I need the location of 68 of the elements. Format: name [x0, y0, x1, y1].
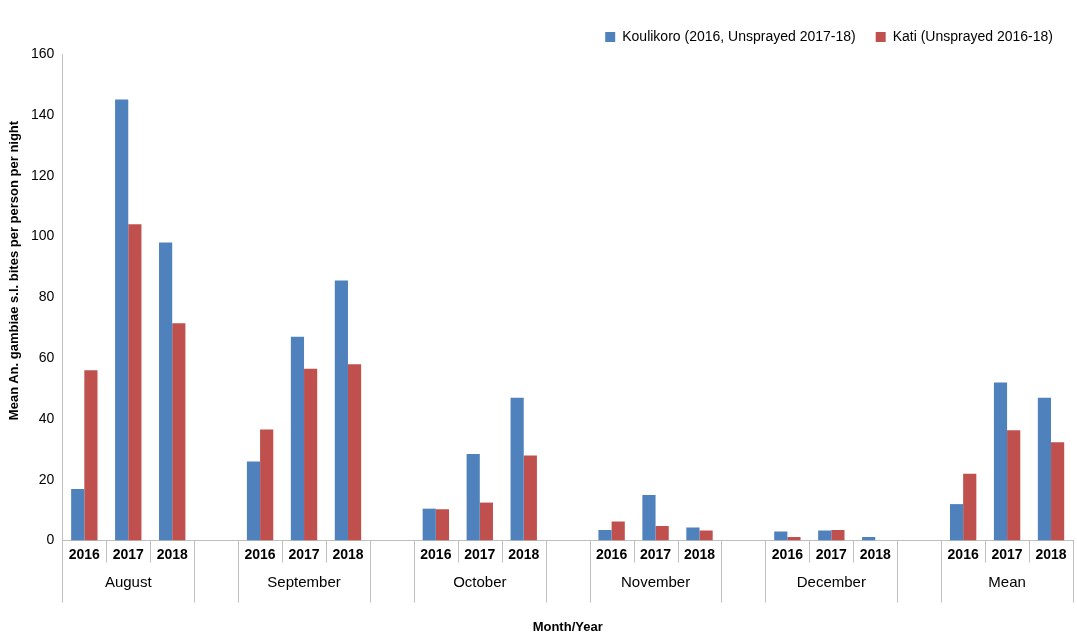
- x-tick-label: 2018: [332, 545, 364, 562]
- bar: [642, 494, 656, 541]
- x-tick-label: 2016: [244, 545, 276, 562]
- bar: [71, 488, 85, 541]
- y-tick-label: 40: [38, 409, 55, 426]
- text: August: [104, 572, 153, 590]
- y-tick-label: 0: [46, 531, 55, 548]
- text: December: [796, 572, 866, 590]
- y-tick-label: 100: [31, 227, 55, 244]
- x-tick-label: 2018: [1035, 545, 1067, 562]
- bar: [993, 382, 1008, 541]
- y-tick-label: 140: [31, 105, 55, 122]
- bar: [435, 509, 450, 541]
- bar: [334, 280, 348, 541]
- text: November: [620, 572, 691, 590]
- x-tick-label: 2017: [815, 545, 848, 562]
- y-tick-label: 80: [38, 288, 55, 305]
- bar: [523, 455, 537, 541]
- x-tick-label: 2017: [288, 545, 320, 562]
- bar: [290, 336, 305, 541]
- x-tick-label: 2018: [683, 545, 716, 562]
- bar: [422, 508, 436, 541]
- bar: [479, 502, 493, 541]
- x-axis-title: Month/Year: [532, 618, 603, 634]
- x-tick-label: 2016: [68, 545, 101, 562]
- x-tick-label: 2018: [508, 545, 540, 562]
- bar: [963, 473, 977, 541]
- bar: [128, 224, 142, 541]
- legend-label: Koulikoro (2016, Unsprayed 2017-18): [622, 27, 856, 44]
- x-tick-label: 2017: [639, 545, 672, 562]
- x-tick-label: 2017: [991, 545, 1023, 562]
- bar: [159, 242, 173, 541]
- bar: [510, 397, 524, 541]
- bar: [1037, 397, 1052, 541]
- y-tick-label: 20: [38, 470, 55, 487]
- bar: [304, 368, 318, 541]
- x-tick-label: 2016: [596, 545, 628, 562]
- legend-label: Kati (Unsprayed 2016-18): [892, 27, 1053, 44]
- bar: [172, 323, 186, 541]
- bar: [260, 429, 274, 541]
- x-tick-label: 2017: [464, 545, 496, 562]
- x-tick-label: 2018: [156, 545, 188, 562]
- bar: [115, 99, 129, 541]
- x-tick-label: 2016: [420, 545, 452, 562]
- bar: [611, 521, 625, 541]
- bar: [1051, 442, 1065, 541]
- x-tick-label: 2017: [112, 545, 145, 562]
- y-tick-label: 160: [31, 44, 55, 61]
- bar: [686, 527, 700, 541]
- x-tick-label: 2018: [859, 545, 892, 562]
- bar: [347, 364, 362, 541]
- y-axis-title: Mean An. gambiae s.l. bites per person per night: [6, 120, 22, 420]
- bar: [246, 461, 261, 541]
- bar: [1007, 430, 1021, 541]
- x-tick-label: 2016: [947, 545, 979, 562]
- bar: [774, 531, 788, 541]
- bar: [84, 370, 98, 541]
- bar: [655, 526, 669, 541]
- y-tick-label: 60: [38, 348, 55, 365]
- bar: [831, 529, 845, 541]
- text: October: [453, 572, 507, 590]
- bar: [466, 453, 480, 541]
- x-tick-label: 2016: [771, 545, 804, 562]
- text: September: [267, 572, 341, 590]
- bar: [949, 504, 964, 541]
- text: Mean: [988, 572, 1026, 590]
- bar: [598, 529, 612, 541]
- y-tick-label: 120: [31, 166, 55, 183]
